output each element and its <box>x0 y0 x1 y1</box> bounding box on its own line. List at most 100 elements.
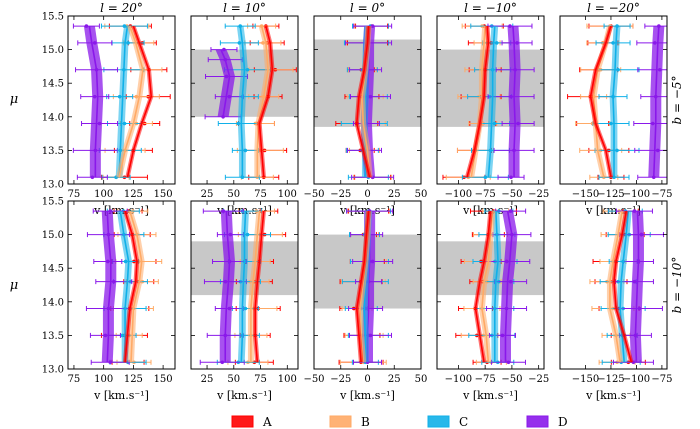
panel-r1-c2: −50 −25 0 25 50 v [km.s⁻¹] <box>303 200 427 402</box>
panel-title: l = 10° <box>223 1 266 15</box>
legend-item-B: B <box>329 415 370 429</box>
series-line-D <box>652 26 660 178</box>
panel-frame <box>436 200 545 370</box>
series-band-C <box>484 26 499 178</box>
y-axis-label-bottom: μ <box>10 278 18 293</box>
series-line-C <box>118 25 129 178</box>
panel-frame <box>67 200 176 370</box>
panel-frame <box>67 15 176 185</box>
series-line-C <box>239 25 246 178</box>
x-tick-label: −100 <box>623 189 650 200</box>
y-tick-label: 14.5 <box>42 264 64 275</box>
x-tick-label: −75 <box>651 374 672 385</box>
x-tick-label: 25 <box>388 189 401 200</box>
series-line-C <box>612 26 618 178</box>
x-tick-label: 100 <box>278 374 297 385</box>
legend: A B C D <box>231 415 568 429</box>
series-line-C <box>493 211 499 363</box>
series-line-B <box>256 25 269 178</box>
x-tick-label: −125 <box>597 374 624 385</box>
x-axis-label: v [km.s⁻¹] <box>93 389 149 402</box>
series-band-A <box>354 26 372 178</box>
panel-plot-area <box>191 23 298 180</box>
x-tick-label: −50 <box>303 189 324 200</box>
legend-item-A: A <box>231 415 272 429</box>
series-band-D <box>215 49 236 117</box>
x-tick-label: 75 <box>68 189 81 200</box>
x-tick-label: −100 <box>445 374 472 385</box>
series-band-A <box>464 26 491 178</box>
panel-plot-area <box>191 208 298 365</box>
series-line-B <box>118 25 144 178</box>
panel-title: l = 20° <box>100 1 143 15</box>
panel-frame <box>190 200 299 370</box>
y-tick-label: 14.0 <box>42 112 64 123</box>
x-tick-label: 50 <box>227 189 240 200</box>
panel-frame <box>559 200 668 370</box>
y-tick-label: 15.0 <box>42 230 64 241</box>
x-tick-label: −125 <box>597 189 624 200</box>
y-tick-label: 13.5 <box>42 331 64 342</box>
series-line-A <box>126 25 153 178</box>
y-tick-label: 13.5 <box>42 146 64 157</box>
series-band-C <box>609 26 621 178</box>
legend-swatch <box>526 415 549 428</box>
panel-frame <box>559 15 668 185</box>
panel-plot-area <box>314 23 421 180</box>
panel-frame <box>436 15 545 185</box>
series-line-B <box>250 211 261 363</box>
legend-swatch <box>427 415 450 428</box>
series-band-A <box>611 211 634 363</box>
x-tick-label: 150 <box>154 374 173 385</box>
series-line-A <box>258 25 274 178</box>
series-line-A <box>474 211 492 363</box>
panel-plot-area <box>589 208 664 365</box>
series-line-A <box>355 211 370 363</box>
series-line-D <box>224 211 231 363</box>
series-band-B <box>478 211 496 363</box>
panel-plot-area <box>314 208 421 365</box>
panel-plot-area <box>567 23 667 180</box>
panel-plot-area <box>437 208 544 365</box>
legend-label: C <box>459 415 468 429</box>
legend-swatch <box>329 415 352 428</box>
series-line-C <box>119 210 130 363</box>
y-tick-label: 15.5 <box>42 12 64 23</box>
x-tick-label: 100 <box>94 189 113 200</box>
panel-plot-area <box>72 23 171 180</box>
series-line-B <box>129 210 143 363</box>
x-axis-label: v [km.s⁻¹] <box>339 389 395 402</box>
x-tick-label: 50 <box>415 189 428 200</box>
legend-swatch <box>231 415 254 428</box>
legend-label: A <box>262 415 272 429</box>
panel-plot-area <box>85 208 163 365</box>
series-band-B <box>606 211 626 363</box>
x-tick-label: 75 <box>254 374 267 385</box>
panel-r0-c4: −150−125−100 −75v [km.s⁻¹]l = −20°b = −5° <box>559 1 684 217</box>
panels: 13.0 13.5 14.0 14.5 15.0 15.5 75 100 125 150 v [km… <box>42 1 684 402</box>
series-line-A <box>124 210 138 363</box>
series-band-A <box>253 211 266 363</box>
x-tick-label: 100 <box>278 189 297 200</box>
x-tick-label: 150 <box>154 189 173 200</box>
series-line-D <box>634 211 640 363</box>
legend-item-C: C <box>427 415 468 429</box>
panel-r0-c3: −100 −75 −50 −25v [km.s⁻¹]l = −10° <box>436 1 549 217</box>
x-tick-label: −75 <box>651 189 672 200</box>
y-tick-label: 13.0 <box>42 365 64 376</box>
panel-title: l = −20° <box>587 1 640 15</box>
series-line-C <box>487 26 496 178</box>
x-tick-label: −75 <box>475 374 496 385</box>
series-band-D <box>83 26 104 178</box>
panel-r1-c1: 25 50 75 100 v [km.s⁻¹] <box>190 200 299 402</box>
x-tick-label: −25 <box>528 374 549 385</box>
x-tick-label: 100 <box>94 374 113 385</box>
legend-item-D: D <box>526 415 568 429</box>
x-tick-label: −50 <box>303 374 324 385</box>
series-line-D <box>88 25 99 178</box>
x-tick-label: 75 <box>68 374 81 385</box>
series-line-D <box>220 49 231 117</box>
series-band-D <box>101 211 117 363</box>
